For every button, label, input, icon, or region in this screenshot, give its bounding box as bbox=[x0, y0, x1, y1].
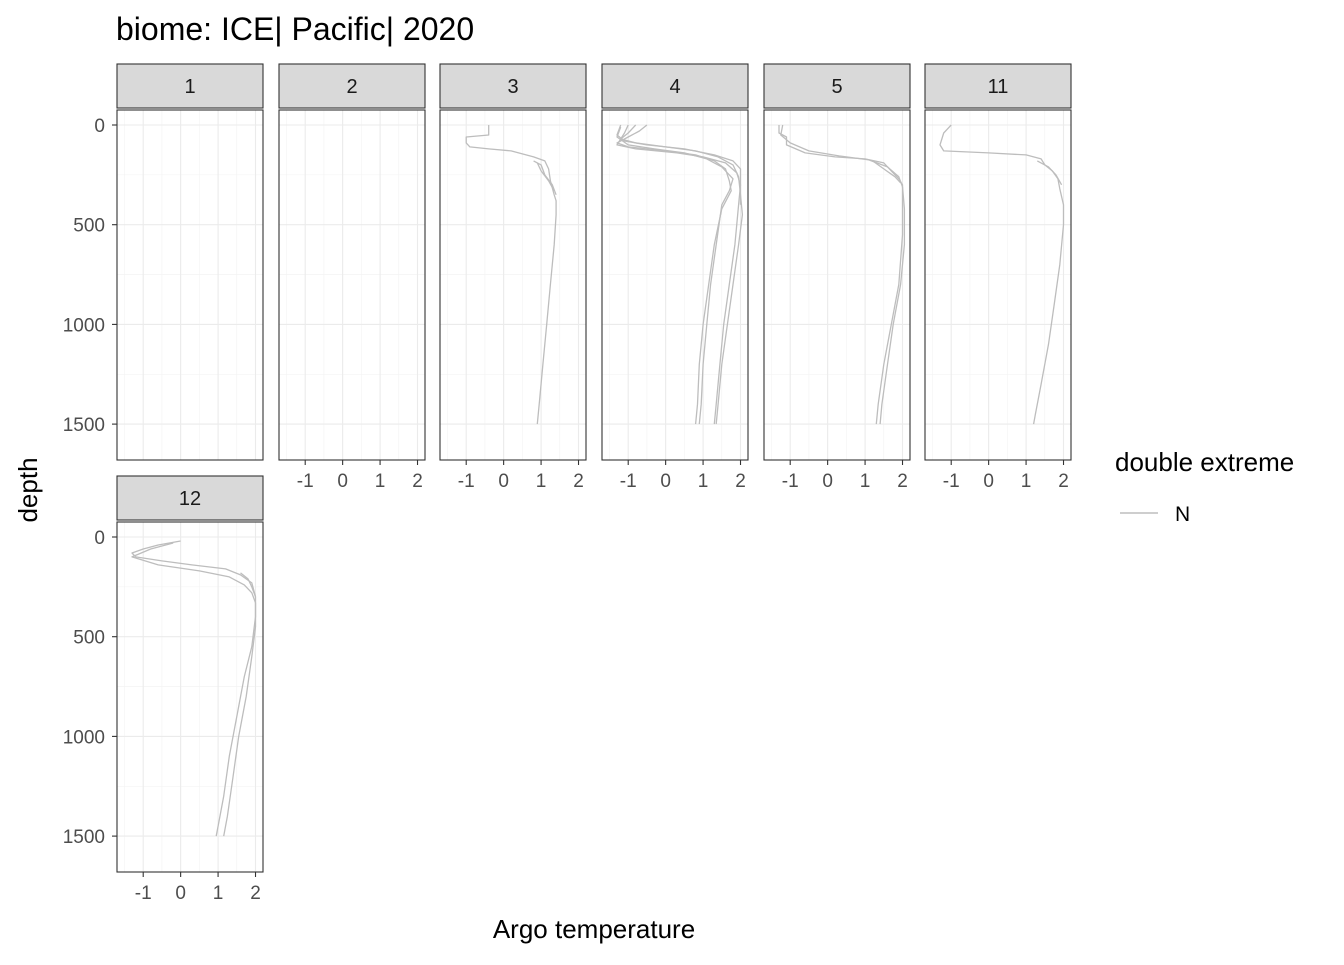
facet-panel-1: 1 0 500 1000 1500 bbox=[63, 63, 264, 461]
x-axis-title: Argo temperature bbox=[493, 914, 695, 944]
series-line-N bbox=[465, 125, 557, 425]
x-tick-label: 0 bbox=[983, 471, 994, 492]
panel-background bbox=[440, 110, 586, 460]
x-tick-label: -1 bbox=[458, 471, 475, 492]
x-tick-label: 2 bbox=[573, 471, 584, 492]
legend-label: N bbox=[1175, 503, 1190, 526]
x-tick-label: 1 bbox=[213, 883, 224, 904]
y-tick-label: 500 bbox=[73, 628, 105, 649]
x-tick-label: -1 bbox=[297, 471, 314, 492]
panel-border bbox=[439, 109, 587, 461]
facet-strip bbox=[763, 63, 911, 109]
facet-strip-label: 1 bbox=[184, 76, 195, 98]
facet-panel-2: 2 -1 0 1 2 bbox=[278, 63, 426, 492]
series-line-N bbox=[131, 542, 257, 837]
facet-panel-4: 4 -1 0 1 2 bbox=[601, 63, 749, 492]
panel-background bbox=[117, 522, 263, 872]
series-line-N bbox=[536, 162, 555, 192]
x-tick-label: 1 bbox=[1021, 471, 1032, 492]
series-line-N bbox=[616, 126, 734, 425]
series-line-N bbox=[240, 572, 257, 598]
x-tick-label: 2 bbox=[250, 883, 261, 904]
legend-title: double extreme bbox=[1115, 447, 1294, 477]
panel-border bbox=[601, 109, 749, 461]
facet-panel-3: 3 -1 0 1 2 bbox=[439, 63, 587, 492]
panel-background bbox=[925, 110, 1071, 460]
x-tick-label: -1 bbox=[782, 471, 799, 492]
x-tick-label: -1 bbox=[135, 883, 152, 904]
facet-strip-label: 11 bbox=[988, 76, 1009, 98]
facet-strip-label: 5 bbox=[831, 76, 842, 98]
x-tick-label: 0 bbox=[175, 883, 186, 904]
panel-border bbox=[278, 109, 426, 461]
x-tick-label: 1 bbox=[698, 471, 709, 492]
series-line-N bbox=[616, 124, 742, 205]
facet-strip bbox=[601, 63, 749, 109]
facet-strip bbox=[439, 63, 587, 109]
x-tick-label: 2 bbox=[735, 471, 746, 492]
panel-background bbox=[764, 110, 910, 460]
y-tick-label: 0 bbox=[94, 528, 105, 549]
facet-strip-label: 2 bbox=[346, 76, 357, 98]
y-tick-label: 1500 bbox=[63, 415, 105, 436]
panel-background bbox=[279, 110, 425, 460]
facet-strip bbox=[116, 63, 264, 109]
panel-background bbox=[117, 110, 263, 460]
chart-title: biome: ICE| Pacific| 2020 bbox=[116, 11, 474, 47]
x-tick-label: 0 bbox=[822, 471, 833, 492]
facet-strip bbox=[278, 63, 426, 109]
y-tick-label: 1000 bbox=[63, 727, 105, 748]
x-tick-label: 0 bbox=[660, 471, 671, 492]
series-line-N bbox=[778, 125, 904, 425]
facet-panel-11: 11 -1 0 1 2 bbox=[924, 63, 1072, 492]
y-tick-label: 0 bbox=[94, 116, 105, 137]
x-tick-label: -1 bbox=[943, 471, 960, 492]
facet-strip bbox=[116, 475, 264, 521]
panel-border bbox=[924, 109, 1072, 461]
series-line-N bbox=[780, 124, 906, 425]
y-tick-label: 1500 bbox=[63, 827, 105, 848]
legend: double extreme N bbox=[1115, 447, 1294, 526]
x-tick-label: -1 bbox=[620, 471, 637, 492]
x-tick-label: 1 bbox=[860, 471, 871, 492]
x-tick-label: 1 bbox=[375, 471, 386, 492]
x-tick-label: 2 bbox=[412, 471, 423, 492]
y-tick-label: 1000 bbox=[63, 315, 105, 336]
panel-background bbox=[602, 110, 748, 460]
x-tick-label: 0 bbox=[337, 471, 348, 492]
facet-strip-label: 4 bbox=[669, 76, 680, 98]
facet-panel-5: 5 -1 0 1 2 bbox=[763, 63, 911, 492]
panel-border bbox=[116, 521, 264, 873]
x-tick-label: 1 bbox=[536, 471, 547, 492]
facet-strip-label: 3 bbox=[507, 76, 518, 98]
series-line-N bbox=[1036, 160, 1063, 186]
x-tick-label: 2 bbox=[897, 471, 908, 492]
series-line-N bbox=[131, 540, 257, 837]
x-tick-label: 0 bbox=[498, 471, 509, 492]
facet-strip bbox=[924, 63, 1072, 109]
x-tick-label: 2 bbox=[1058, 471, 1069, 492]
y-tick-label: 500 bbox=[73, 216, 105, 237]
y-axis-title: depth bbox=[13, 457, 43, 522]
panel-border bbox=[763, 109, 911, 461]
series-line-N bbox=[872, 160, 902, 184]
panel-border bbox=[116, 109, 264, 461]
facet-strip-label: 12 bbox=[179, 488, 201, 510]
